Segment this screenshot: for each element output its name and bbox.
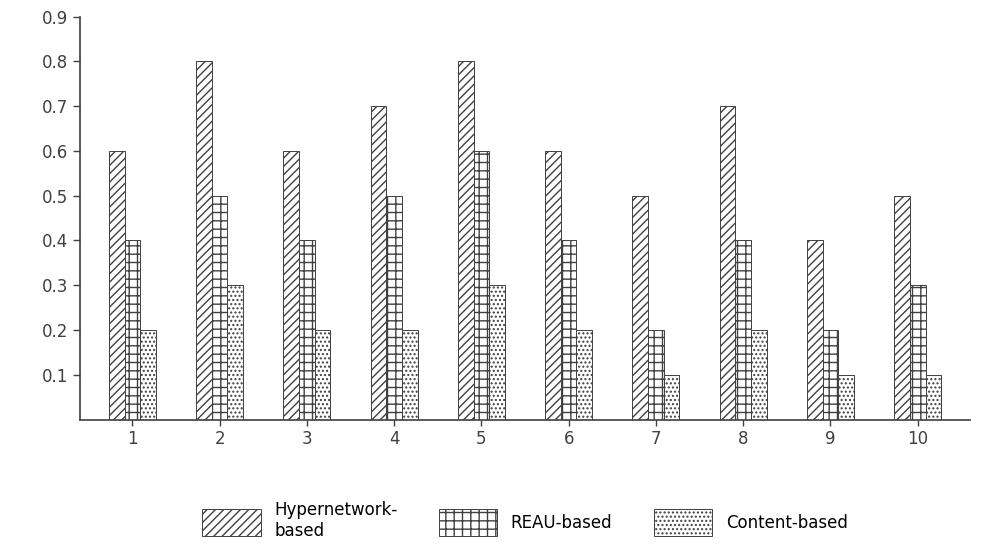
Bar	[910, 285, 926, 420]
Bar	[386, 195, 402, 420]
Bar	[720, 106, 735, 420]
Bar	[315, 330, 330, 420]
Bar	[489, 285, 505, 420]
Bar	[458, 61, 474, 420]
Bar	[109, 151, 125, 420]
Bar	[576, 330, 592, 420]
Legend: Hypernetwork-
based, REAU-based, Content-based: Hypernetwork- based, REAU-based, Content…	[202, 501, 848, 540]
Bar	[735, 241, 751, 420]
Bar	[371, 106, 386, 420]
Bar	[283, 151, 299, 420]
Bar	[751, 330, 767, 420]
Bar	[926, 375, 941, 420]
Bar	[632, 195, 648, 420]
Bar	[474, 151, 489, 420]
Bar	[545, 151, 561, 420]
Bar	[402, 330, 418, 420]
Bar	[125, 241, 140, 420]
Bar	[227, 285, 243, 420]
Bar	[212, 195, 227, 420]
Bar	[664, 375, 679, 420]
Bar	[140, 330, 156, 420]
Bar	[196, 61, 212, 420]
Bar	[823, 330, 838, 420]
Bar	[807, 241, 823, 420]
Bar	[299, 241, 315, 420]
Bar	[561, 241, 576, 420]
Bar	[838, 375, 854, 420]
Bar	[894, 195, 910, 420]
Bar	[648, 330, 664, 420]
